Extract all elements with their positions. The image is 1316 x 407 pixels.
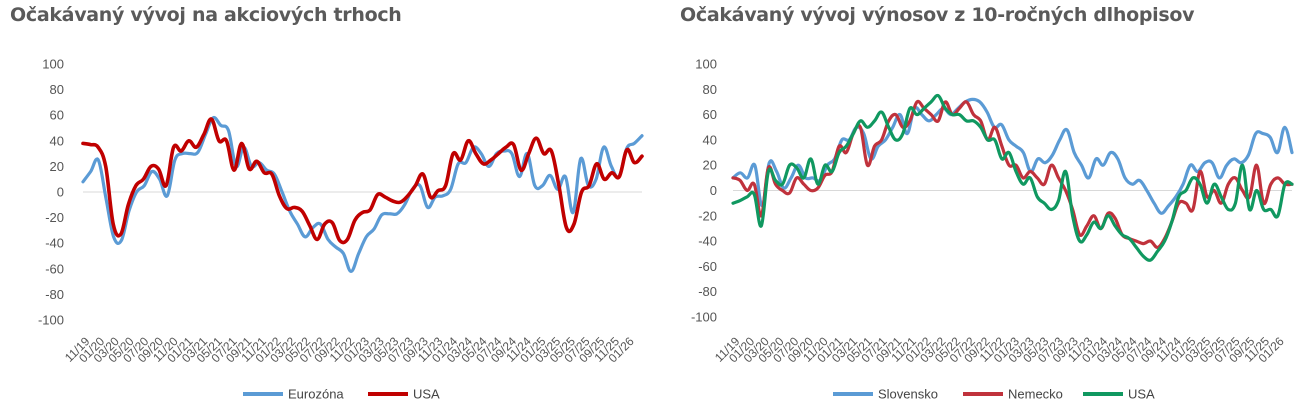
y-tick-label: 40 <box>703 132 717 147</box>
equity-chart: 100806040200-20-40-60-80-10011/1901/2003… <box>38 57 644 402</box>
bond-yield-chart: 100806040200-20-40-60-80-10011/1901/2003… <box>691 57 1294 402</box>
y-tick-label: 0 <box>57 185 64 200</box>
legend-label: Nemecko <box>1008 387 1063 402</box>
y-tick-label: 100 <box>695 57 717 72</box>
y-tick-label: 100 <box>42 57 64 72</box>
y-tick-label: 60 <box>50 108 64 123</box>
y-tick-label: -40 <box>698 234 717 249</box>
legend-label: Slovensko <box>878 387 938 402</box>
y-tick-label: 60 <box>703 107 717 122</box>
y-tick-label: -20 <box>45 210 64 225</box>
series-line-1 <box>81 115 644 273</box>
series-line-2 <box>81 117 644 245</box>
y-tick-label: -20 <box>698 208 717 223</box>
panel-bond-chart: Očakávaný vývoj výnosov z 10-ročných dlh… <box>668 0 1316 407</box>
y-tick-label: -100 <box>691 310 717 325</box>
y-tick-label: 80 <box>50 82 64 97</box>
y-tick-label: -80 <box>45 287 64 302</box>
y-tick-label: -60 <box>45 261 64 276</box>
y-tick-label: 80 <box>703 82 717 97</box>
y-tick-label: -80 <box>698 284 717 299</box>
series-line-3 <box>731 93 1294 262</box>
y-tick-label: -100 <box>38 313 64 328</box>
chart-title: Očakávaný vývoj výnosov z 10-ročných dlh… <box>680 4 1195 26</box>
y-tick-label: 40 <box>50 133 64 148</box>
series-line-2 <box>731 99 1294 249</box>
y-tick-label: -40 <box>45 236 64 251</box>
y-tick-label: 20 <box>50 159 64 174</box>
y-tick-label: -60 <box>698 259 717 274</box>
legend-label: USA <box>413 387 440 402</box>
legend-label: Eurozóna <box>288 387 344 402</box>
panel-equity-chart: Očakávaný vývoj na akciových trhoch 100 8… <box>10 4 644 402</box>
chart-title: Očakávaný vývoj na akciových trhoch <box>10 4 402 26</box>
legend-label: USA <box>1128 387 1155 402</box>
y-tick-label: 0 <box>710 183 717 198</box>
y-tick-label: 20 <box>703 158 717 173</box>
